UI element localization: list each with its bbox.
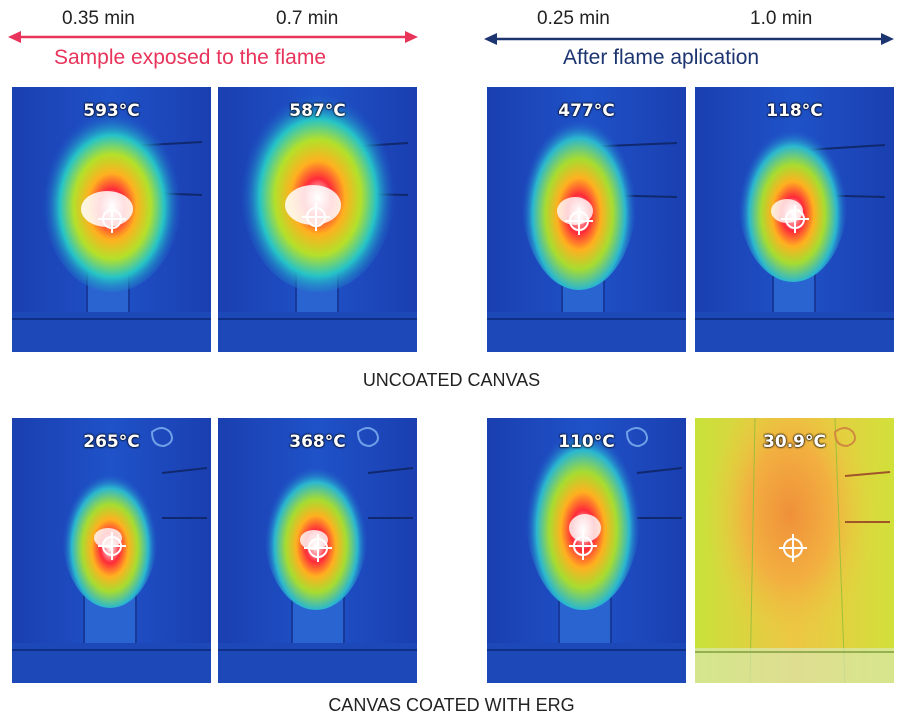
temperature-reading: 118°C <box>766 101 823 121</box>
temperature-reading: 593°C <box>83 101 140 121</box>
row-title-canvas-coated-with-erg: CANVAS COATED WITH ERG <box>328 695 575 715</box>
thermal-image-uncoated-0-7-min: 587°C <box>218 87 417 352</box>
thermal-image-uncoated-1-0-min: 118°C <box>695 87 894 352</box>
thermal-image-uncoated-0-35-min: 593°C <box>12 87 211 352</box>
temperature-reading: 265°C <box>83 432 140 452</box>
time-label-0-25-min: 0.25 min <box>537 8 610 29</box>
temperature-reading: 477°C <box>558 101 615 121</box>
left-double-arrow <box>8 29 418 45</box>
thermal-image-uncoated-0-25-min: 477°C <box>487 87 686 352</box>
thermal-image-coated-1-0-min: 30.9°C <box>695 418 894 683</box>
temperature-reading: 110°C <box>558 432 615 452</box>
temperature-reading: 587°C <box>289 101 346 121</box>
right-caption: After flame aplication <box>563 46 760 69</box>
thermal-image-coated-0-7-min: 368°C <box>218 418 417 683</box>
thermal-image-coated-0-35-min: 265°C <box>12 418 211 683</box>
time-label-1-0-min: 1.0 min <box>750 8 813 29</box>
time-label-0-7-min: 0.7 min <box>276 8 339 29</box>
temperature-reading: 368°C <box>289 432 346 452</box>
temperature-reading: 30.9°C <box>763 432 826 452</box>
left-caption: Sample exposed to the flame <box>54 46 326 69</box>
time-label-0-35-min: 0.35 min <box>62 8 135 29</box>
right-double-arrow <box>484 31 894 47</box>
row-title-uncoated-canvas: UNCOATED CANVAS <box>362 370 541 390</box>
thermal-image-coated-0-25-min: 110°C <box>487 418 686 683</box>
